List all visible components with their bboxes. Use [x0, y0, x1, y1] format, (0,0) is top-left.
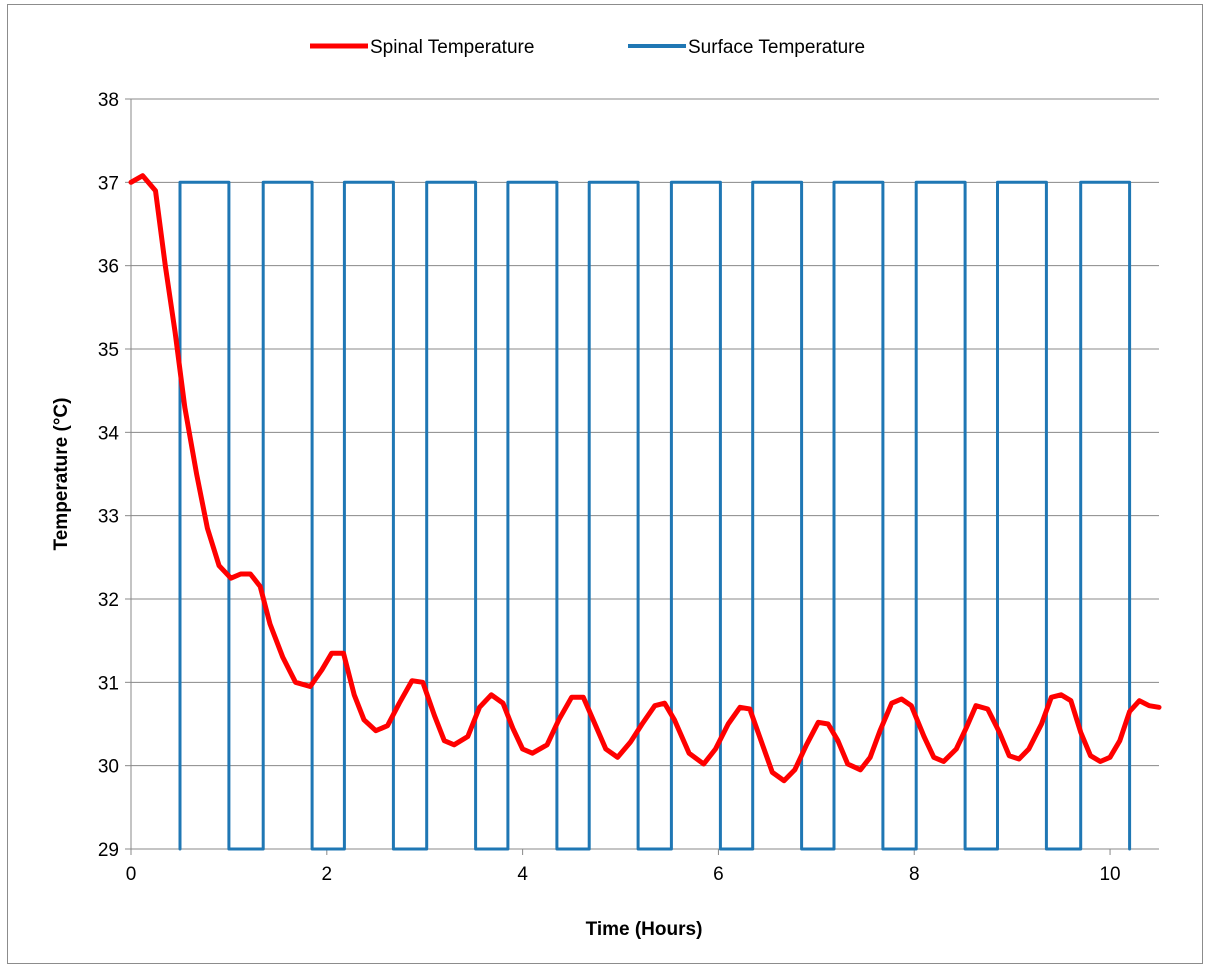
y-tick-label: 33: [98, 507, 119, 528]
x-tick-label: 2: [322, 864, 333, 885]
y-tick-label: 37: [98, 173, 119, 194]
x-tick-label: 6: [713, 864, 724, 885]
y-tick-label: 35: [98, 340, 119, 361]
x-tick-label: 4: [517, 864, 528, 885]
y-tick-label: 38: [98, 90, 119, 111]
x-axis-title: Time (Hours): [586, 919, 703, 940]
y-tick-label: 31: [98, 673, 119, 694]
y-axis-title: Temperature (°C): [51, 398, 72, 551]
y-tick-label: 34: [98, 423, 120, 444]
tick-labels: 29 30 31 32 33 34 35 36 37 38 0 2 4 6 8 10: [98, 90, 1121, 885]
x-tick-label: 0: [126, 864, 137, 885]
series-line-spinal-temperature: [128, 173, 1162, 784]
legend-label-surface: Surface Temperature: [688, 37, 865, 58]
y-tick-label: 29: [98, 840, 119, 861]
x-tick-label: 8: [909, 864, 920, 885]
series-line-surface-temperature: [178, 180, 1132, 851]
y-tick-label: 36: [98, 257, 119, 278]
x-tick-label: 10: [1099, 864, 1120, 885]
legend-label-spinal: Spinal Temperature: [370, 37, 534, 58]
y-tick-label: 30: [98, 757, 119, 778]
chart-frame: [7, 4, 1203, 964]
legend: Spinal Temperature Surface Temperature: [310, 37, 865, 58]
series-layer: [128, 173, 1162, 851]
y-tick-label: 32: [98, 590, 119, 611]
